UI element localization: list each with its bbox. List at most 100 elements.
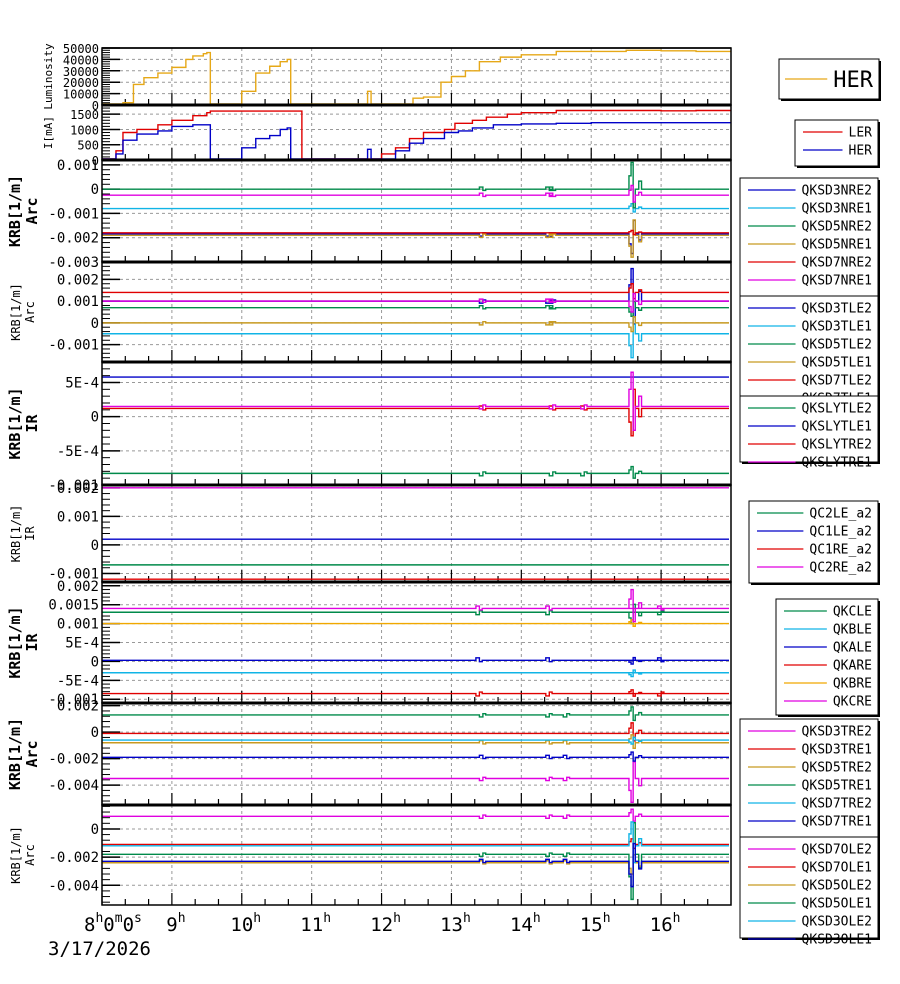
legend-label: LER — [849, 126, 873, 141]
panel-ir2: 0.002 0.001 0 -0.001 KRB[1/m] IR QC2LE_a2 QC1LE… — [9, 481, 880, 585]
y-tick-label: -0.002 — [48, 231, 99, 247]
y-tick-label: -0.004 — [48, 778, 99, 794]
legend: QKSD3NRE2 QKSD3NRE1 QKSD5NRE2 QKSD5NRE1 QKSD… — [739, 177, 880, 300]
series-line-QKALE — [102, 656, 729, 665]
y-tick-label: 0.001 — [57, 509, 99, 525]
legend: QKSD3TRE2 QKSD3TRE1 QKSD5TRE2 QKSD5TRE1 QKSD… — [739, 718, 880, 841]
legend: LER HER — [794, 119, 880, 168]
series-line-QKSD7TLE2 — [102, 283, 729, 300]
date-label: 3/17/2026 — [48, 938, 151, 960]
legend: QC2LE_a2 QC1LE_a2 QC1RE_a2 QC2RE_a2 — [748, 500, 880, 585]
y-tick-label: -0.003 — [48, 255, 99, 271]
legend-label: QKSD7TRE2 — [802, 797, 872, 812]
legend-label: QKSD3TLE1 — [802, 320, 872, 335]
legend-label: QKSLYTRE1 — [802, 456, 872, 471]
y-tick-label: 0 — [92, 154, 99, 168]
series-line-QKSD3TLE1 — [102, 316, 729, 359]
y-axis-label: Arc — [23, 740, 41, 767]
series-line-QKSD5NRE2 — [102, 161, 729, 209]
y-tick-label: 0 — [91, 822, 99, 838]
series-line-QKSD7TRE2 — [102, 736, 729, 745]
series-line-QKSD7NRE1 — [102, 184, 729, 203]
y-tick-label: 0.002 — [57, 699, 99, 715]
legend-label: QKARE — [833, 659, 872, 674]
y-axis-label: Arc — [23, 301, 37, 323]
y-tick-label: 0 — [91, 316, 99, 332]
legend-label: QKSD7OLE2 — [802, 843, 872, 858]
x-tick-label: 14h — [510, 911, 541, 936]
series-line-QKSD7NRE2 — [102, 229, 729, 236]
series-line-QKSD7TLE1 — [102, 292, 729, 313]
plot-frame — [101, 261, 732, 363]
y-tick-label: 500 — [77, 139, 99, 153]
y-tick-label: 0.002 — [57, 481, 99, 497]
legend-label: QC2RE_a2 — [809, 561, 872, 576]
legend-box — [775, 598, 879, 716]
legend-label: QKSD3TRE2 — [802, 725, 872, 740]
series-line-QKSLYTRE1 — [102, 371, 729, 432]
y-axis-label: KRB[1/m] — [6, 175, 24, 247]
series-line-QKARE — [102, 689, 729, 697]
y-axis-label: KRB[1/m] — [6, 606, 24, 678]
x-tick-label: 12h — [370, 911, 401, 936]
legend-label: QC2LE_a2 — [809, 507, 872, 522]
legend-label: QKSD5NRE1 — [802, 238, 872, 253]
plot-frame — [101, 361, 732, 486]
y-axis-label: KRB[1/m] — [9, 826, 23, 884]
y-axis-label: IR — [23, 633, 41, 652]
y-tick-label: 0.0015 — [48, 598, 99, 614]
series-line-QKSD7OLE2 — [102, 808, 729, 822]
y-tick-label: 1500 — [70, 108, 99, 122]
y-axis-label: I[mA] — [42, 116, 55, 149]
panel-ir3: 0.002 0.0015 0.001 5E-4 0 -5E-4 -0.001 KRB[1/m]… — [6, 579, 880, 717]
legend-label: HER — [849, 144, 873, 159]
y-tick-label: -0.001 — [48, 692, 99, 708]
plot-frame — [101, 804, 732, 906]
y-tick-label: 5E-4 — [65, 376, 99, 392]
legend: QKSLYTLE2 QKSLYTLE1 QKSLYTRE2 QKSLYTRE1 — [739, 395, 880, 471]
legend-label: QKCLE — [833, 605, 872, 620]
legend-label: QKSD5TRE2 — [802, 761, 872, 776]
series-line-QKCRE — [102, 588, 729, 623]
legend-label: QKBRE — [833, 677, 872, 692]
y-axis-label: Luminosity — [42, 43, 55, 110]
legend: QKCLE QKBLE QKALE QKARE QKBRE QKCRE — [775, 598, 880, 717]
x-axis: 8h0m0s 9h 10h 11h 12h 13h 14h 15h 16h — [84, 911, 680, 936]
y-tick-label: 40000 — [63, 53, 99, 67]
legend-label: QKSD5TLE2 — [802, 338, 872, 353]
x-tick-label: 11h — [300, 911, 331, 936]
legend-label: QKSD7TLE2 — [802, 374, 872, 389]
series-line-LER — [102, 109, 731, 160]
y-tick-label: 10000 — [63, 88, 99, 102]
legend-label: QKSD3NRE1 — [802, 202, 872, 217]
y-tick-label: -5E-4 — [57, 673, 99, 689]
y-tick-label: 0 — [91, 725, 99, 741]
legend-label: QKSD5NRE2 — [802, 220, 872, 235]
y-tick-label: 0.001 — [57, 158, 99, 174]
series-line-QKSD7TRE1 — [102, 751, 729, 762]
legend-label: QKBLE — [833, 623, 872, 638]
legend-label: QKSLYTRE2 — [802, 438, 872, 453]
y-tick-label: -0.002 — [48, 850, 99, 866]
y-axis-label: KRB[1/m] — [9, 505, 23, 563]
y-tick-label: 0.001 — [57, 294, 99, 310]
legend: HER — [778, 58, 881, 101]
legend-label: HER — [833, 68, 873, 93]
x-tick-label: 15h — [580, 911, 611, 936]
legend-label: QKSD7TRE1 — [802, 815, 872, 830]
legend-label: QKSD7NRE1 — [802, 274, 872, 289]
series-line-QKBRE — [102, 619, 729, 627]
series-line-QKSD3TRE2 — [102, 761, 729, 804]
series-line-QKSLYTLE2 — [102, 465, 729, 479]
y-axis-label: Arc — [23, 844, 37, 866]
panel-arc1: 0.001 0 -0.001 -0.002 -0.003 KRB[1/m] Arc QKSD3… — [6, 158, 880, 300]
y-tick-label: -0.002 — [48, 752, 99, 768]
y-axis-label: KRB[1/m] — [9, 283, 23, 341]
series-line-QKSD3OLE2 — [102, 821, 729, 864]
plot-frame — [101, 702, 732, 806]
series-line-HER — [102, 49, 731, 105]
